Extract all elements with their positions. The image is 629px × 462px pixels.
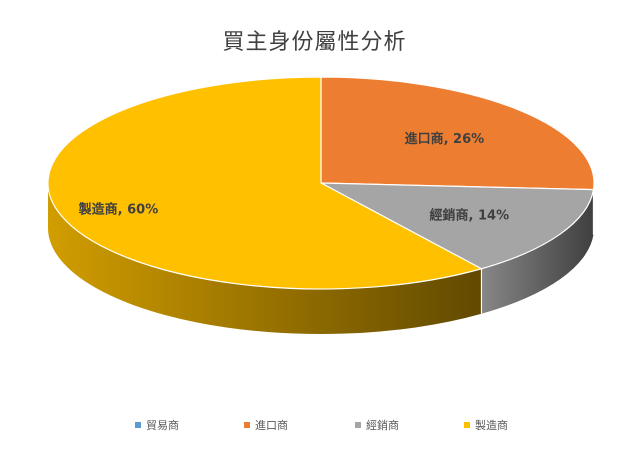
legend-label-2: 經銷商 [366,419,399,432]
slice-1 [320,76,595,191]
legend-item-0: 貿易商 [135,417,179,433]
chart-legend: 貿易商 進口商 經銷商 製造商 [0,417,629,435]
data-label-1: 進口商, 26% [405,131,485,147]
legend-label-0: 貿易商 [146,419,179,432]
legend-item-1: 進口商 [244,417,288,433]
legend-label-1: 進口商 [255,419,288,432]
data-label-3: 製造商, 60% [78,202,159,218]
slice-side-2 [481,189,594,314]
legend-swatch-2 [355,422,361,428]
legend-swatch-0 [135,422,141,428]
legend-label-3: 製造商 [475,419,508,432]
chart-title: 買主身份屬性分析 [222,30,407,55]
data-label-2: 經銷商, 14% [430,208,510,224]
legend-swatch-3 [464,422,470,428]
slice-side-3 [48,183,482,334]
legend-item-3: 製造商 [464,417,508,433]
slice-2 [320,182,595,270]
legend-item-2: 經銷商 [355,417,399,433]
legend-swatch-1 [244,422,250,428]
slice-3 [47,76,483,290]
